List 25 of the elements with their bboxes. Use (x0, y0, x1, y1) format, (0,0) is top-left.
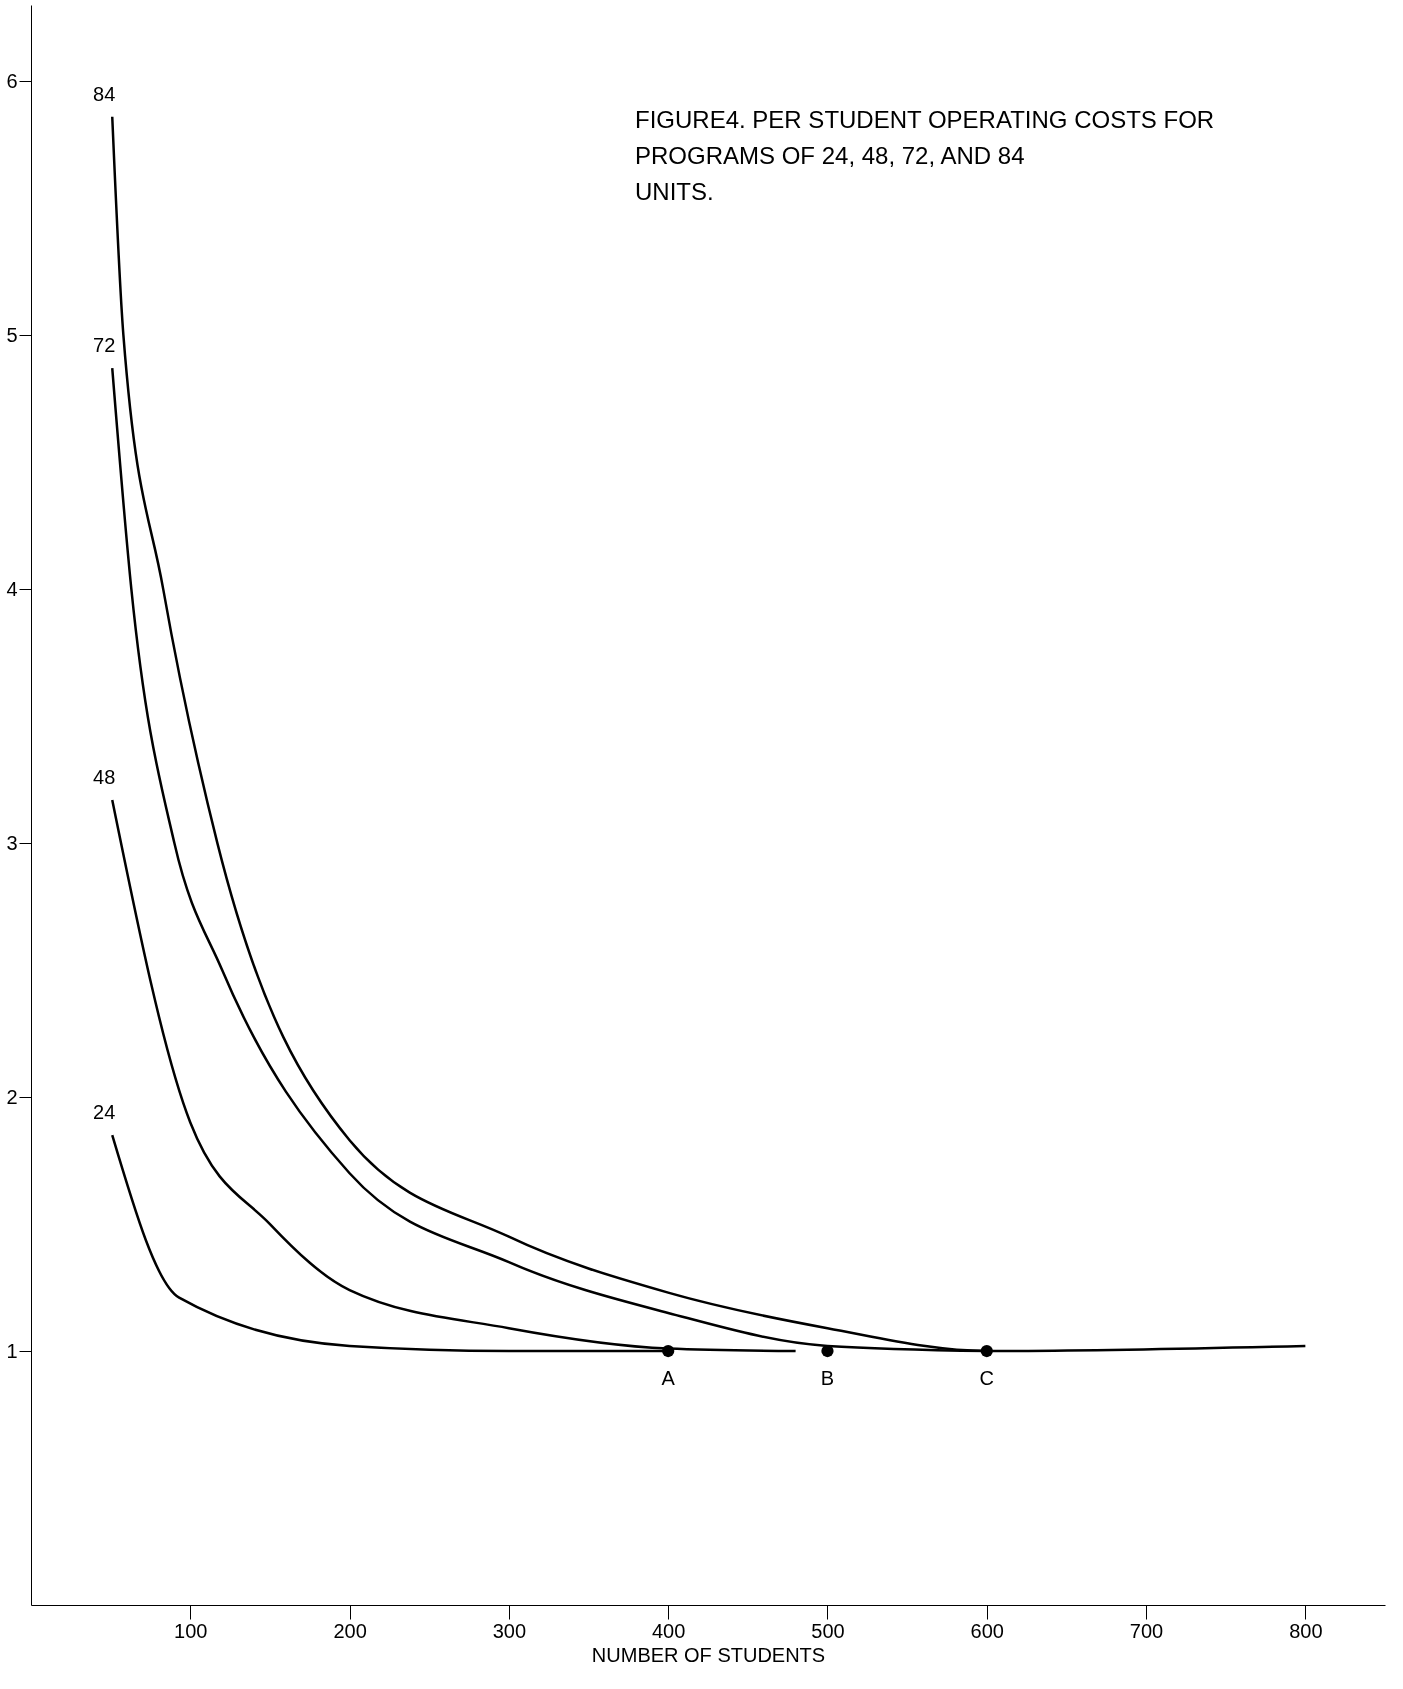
x-axis-title: NUMBER OF STUDENTS (591, 1643, 826, 1666)
series-label: 72 (93, 334, 116, 357)
y-tick-label: 4 (6, 577, 18, 600)
y-tick-label: 2 (6, 1085, 18, 1108)
y-tick-label: 3 (6, 831, 18, 854)
series-label: 84 (93, 82, 116, 105)
series-label: 24 (93, 1101, 116, 1124)
y-tick-label: 5 (6, 323, 18, 346)
x-tick-label: 500 (811, 1619, 845, 1642)
annotation: B (820, 1367, 835, 1390)
y-tick-label: 1 (6, 1339, 18, 1362)
x-tick-label: 200 (333, 1619, 367, 1642)
series-label: 48 (93, 765, 116, 788)
y-tick-label: 6 (6, 69, 18, 92)
x-tick-label: 400 (651, 1619, 686, 1642)
annotation: A (661, 1367, 676, 1390)
x-tick-label: 300 (492, 1619, 527, 1642)
annotation: C (979, 1367, 994, 1390)
text: PROGRAMS OF 24, 48, 72, AND 84 (635, 142, 1025, 169)
text: UNITS. (635, 178, 714, 205)
x-tick-label: 700 (1129, 1619, 1164, 1642)
x-tick-label: 600 (970, 1619, 1004, 1642)
x-tick-label: 800 (1289, 1619, 1323, 1642)
text: FIGURE4. PER STUDENT OPERATING COSTS FOR (635, 106, 1215, 133)
x-tick-label: 100 (174, 1619, 208, 1642)
